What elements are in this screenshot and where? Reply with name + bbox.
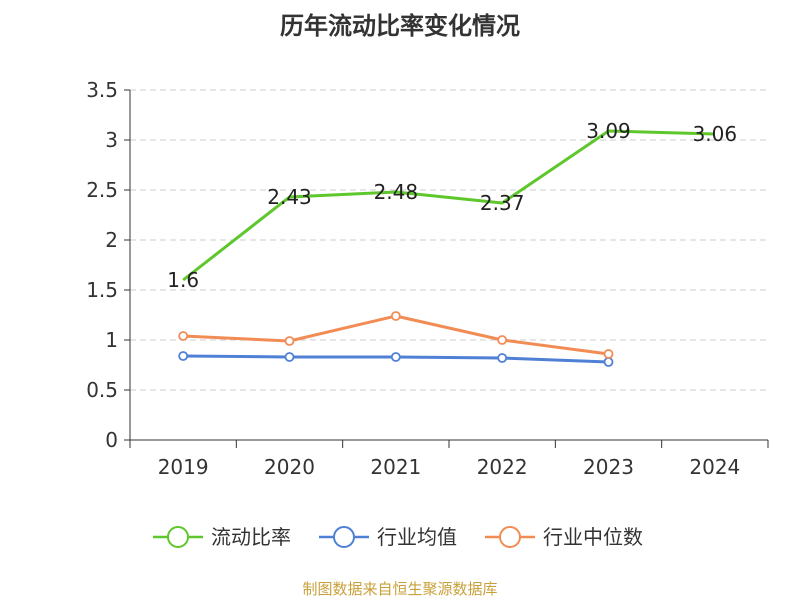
x-tick-label: 2020 bbox=[264, 455, 315, 479]
legend-item: 行业中位数 bbox=[485, 525, 643, 549]
legend-marker bbox=[167, 526, 189, 548]
legend-label: 流动比率 bbox=[211, 525, 291, 549]
x-tick-label: 2019 bbox=[158, 455, 209, 479]
data-label: 2.43 bbox=[267, 185, 312, 209]
y-tick-label: 2 bbox=[105, 228, 118, 252]
y-tick-label: 0 bbox=[105, 428, 118, 452]
legend-label: 行业均值 bbox=[377, 525, 457, 549]
y-tick-label: 0.5 bbox=[86, 378, 118, 402]
series-layer bbox=[178, 129, 715, 367]
source-note: 制图数据来自恒生聚源数据库 bbox=[302, 580, 498, 598]
x-tick-label: 2023 bbox=[583, 455, 634, 479]
legend-marker bbox=[333, 526, 355, 548]
legend: 流动比率 行业均值 行业中位数 bbox=[153, 525, 643, 549]
series-point bbox=[178, 331, 189, 341]
data-label: 2.48 bbox=[374, 180, 419, 204]
legend-item: 流动比率 bbox=[153, 525, 291, 549]
data-label: 2.37 bbox=[480, 191, 525, 215]
grid-layer bbox=[130, 89, 768, 391]
series-point bbox=[178, 351, 189, 361]
legend-marker bbox=[499, 526, 521, 548]
data-label-layer: 1.6 2.43 2.48 2.37 3.09 3.06 bbox=[167, 119, 737, 292]
axis-layer: 0 0.5 1 1.5 2 2.5 3 3.5 2019 2020 2021 2022 2023 2024 bbox=[86, 78, 769, 479]
series-point bbox=[284, 336, 295, 346]
series-point bbox=[497, 335, 508, 345]
x-tick-label: 2024 bbox=[689, 455, 740, 479]
series-line-0 bbox=[182, 129, 715, 282]
y-tick-label: 2.5 bbox=[86, 178, 118, 202]
series-line-2 bbox=[183, 314, 609, 356]
series-point bbox=[390, 352, 401, 362]
series-point bbox=[284, 352, 295, 362]
data-label: 3.06 bbox=[693, 122, 738, 146]
chart-title: 历年流动比率变化情况 bbox=[280, 12, 520, 40]
data-label: 3.09 bbox=[586, 119, 631, 143]
legend-label: 行业中位数 bbox=[543, 525, 643, 549]
series-point bbox=[603, 357, 614, 367]
series-point bbox=[390, 311, 401, 321]
legend-item: 行业均值 bbox=[319, 525, 457, 549]
data-label: 1.6 bbox=[167, 268, 199, 292]
y-tick-label: 1.5 bbox=[86, 278, 118, 302]
series-point bbox=[497, 353, 508, 363]
series-point bbox=[603, 349, 614, 359]
x-tick-label: 2021 bbox=[370, 455, 421, 479]
y-tick-label: 3.5 bbox=[86, 78, 118, 102]
y-tick-label: 1 bbox=[105, 328, 118, 352]
x-tick-label: 2022 bbox=[477, 455, 528, 479]
y-tick-label: 3 bbox=[105, 128, 118, 152]
